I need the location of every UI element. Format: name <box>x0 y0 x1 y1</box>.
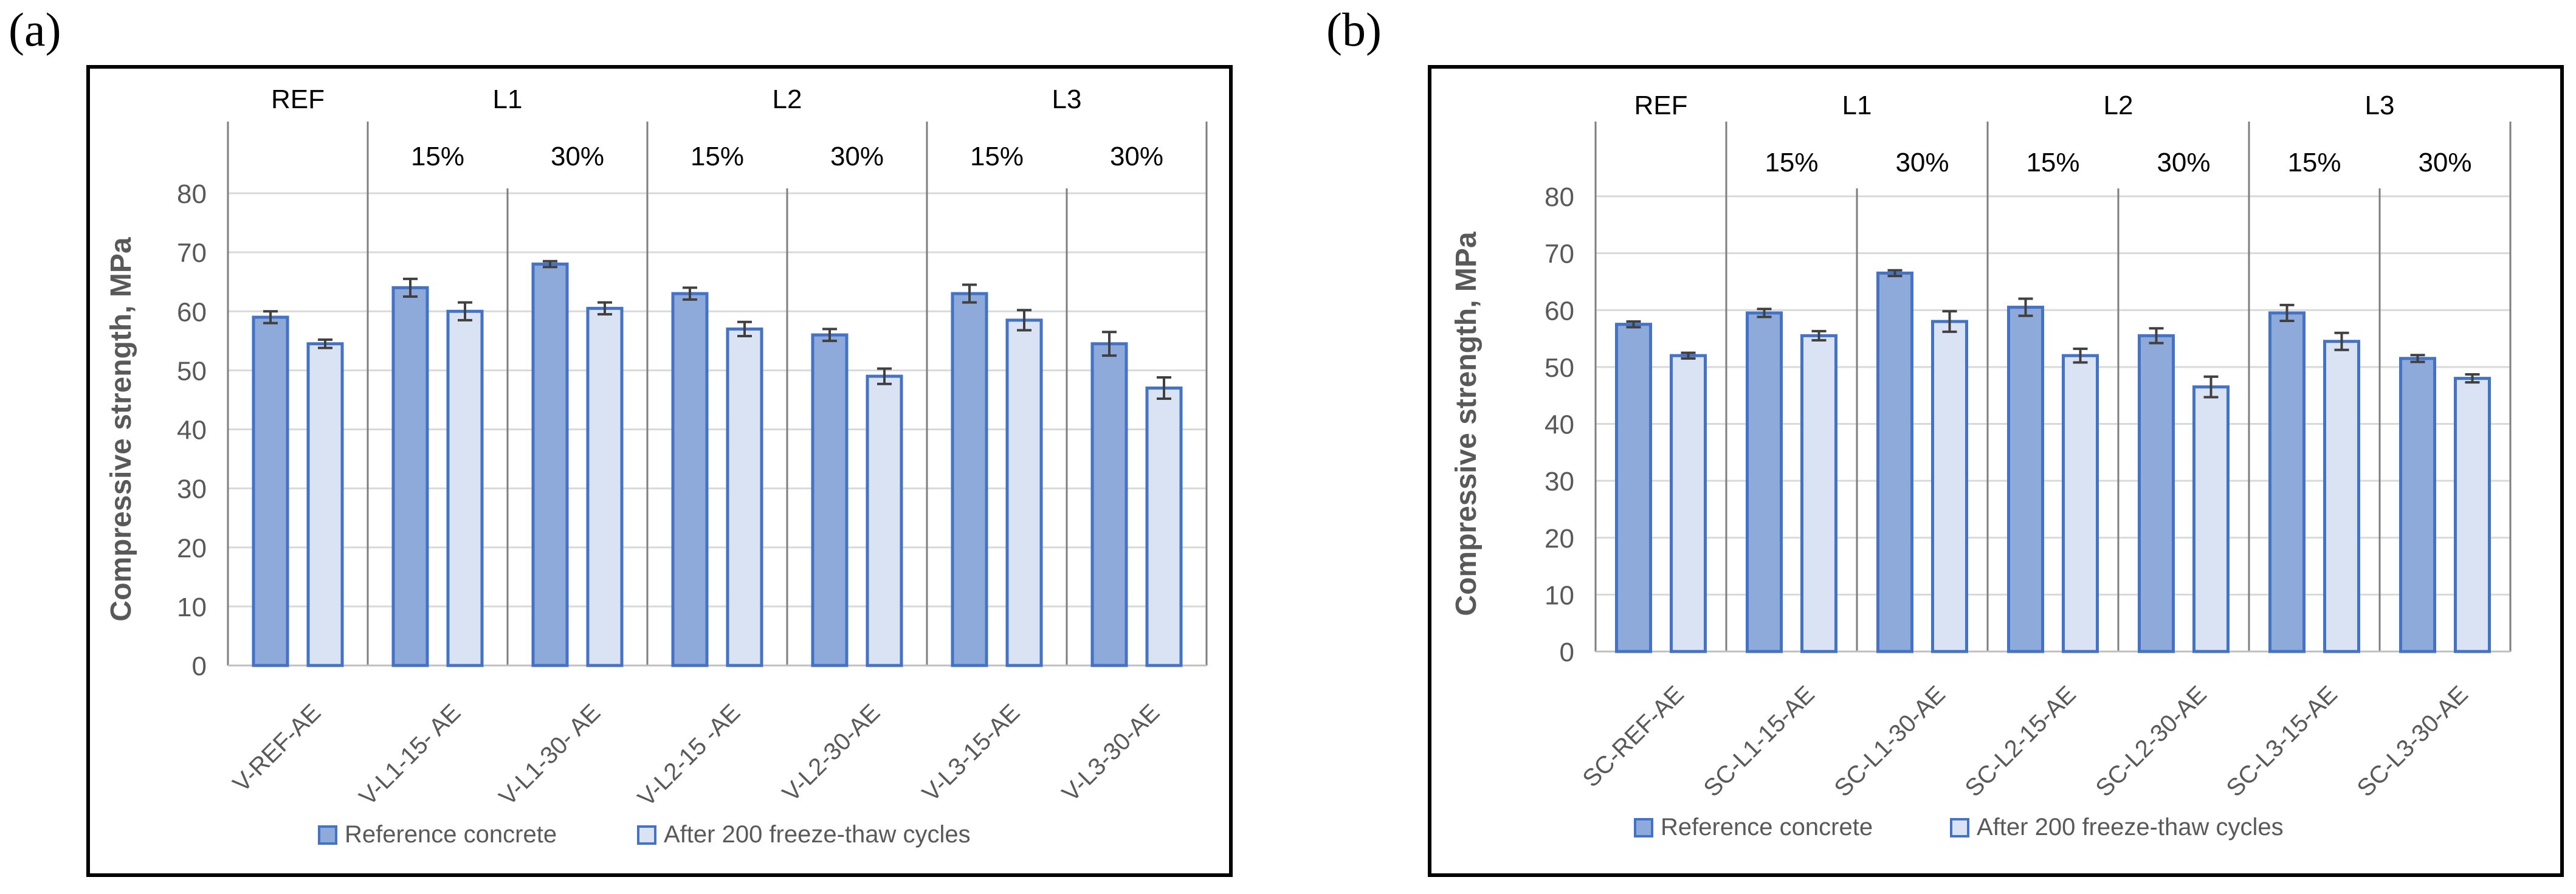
p1-bar-freeze-thaw <box>2323 340 2360 653</box>
p0-bar-freeze-thaw <box>586 306 624 667</box>
p1-bar-reference <box>2007 306 2044 653</box>
p0-bar-reference <box>951 292 988 667</box>
p0-bar-reference <box>252 315 289 667</box>
p0-y-tick-label: 20 <box>177 534 207 563</box>
p0-bar-freeze-thaw <box>1005 318 1043 667</box>
p0-bar-freeze-thaw <box>1145 387 1183 667</box>
p1-bar-freeze-thaw <box>1800 334 1837 653</box>
p0-bar-reference <box>671 292 709 667</box>
p1-bar-reference <box>2399 357 2436 653</box>
p1-legend-swatch <box>1950 818 1969 837</box>
p1-bar-reference <box>2138 334 2175 653</box>
p1-bar-freeze-thaw <box>1931 320 1968 653</box>
p1-y-tick-label: 50 <box>1545 353 1574 383</box>
p0-y-tick-label: 0 <box>192 652 207 681</box>
p1-y-tick-label: 60 <box>1545 296 1574 326</box>
p1-bar-reference <box>1615 323 1652 653</box>
p1-group-label: L1 <box>1842 91 1872 120</box>
p1-legend-label: Reference concrete <box>1661 814 1873 841</box>
p0-legend-swatch <box>318 825 337 845</box>
p0-legend-label: After 200 freeze-thaw cycles <box>664 821 971 848</box>
p1-group-label: REF <box>1634 91 1688 120</box>
p0-bar-freeze-thaw <box>306 342 344 667</box>
p0-y-tick-label: 80 <box>177 179 207 209</box>
p1-bar-freeze-thaw <box>2454 377 2491 653</box>
p0-bar-freeze-thaw <box>866 374 903 667</box>
p0-y-tick-label: 50 <box>177 356 207 386</box>
panel-label-b: (b) <box>1326 3 1382 56</box>
p0-percent-label: 30% <box>830 142 884 171</box>
p1-percent-label: 30% <box>1895 148 1949 177</box>
p1-percent-label: 15% <box>1765 148 1818 177</box>
p0-percent-label: 15% <box>690 142 744 171</box>
p0-group-label: L2 <box>773 84 802 114</box>
p0-y-tick-label: 30 <box>177 475 207 504</box>
p0-y-axis-title: Compressive strength, MPa <box>105 237 137 621</box>
p0-group-label: REF <box>271 84 325 114</box>
p0-percent-label: 30% <box>551 142 604 171</box>
panel-label-a: (a) <box>9 3 61 56</box>
p0-group-label: L3 <box>1052 84 1082 114</box>
p0-bar-reference <box>531 263 569 667</box>
p0-bar-freeze-thaw <box>726 327 763 667</box>
p1-percent-label: 30% <box>2418 148 2471 177</box>
p0-bar-freeze-thaw <box>446 309 484 667</box>
p1-percent-label: 30% <box>2157 148 2210 177</box>
p0-group-label: L1 <box>493 84 523 114</box>
p1-y-tick-label: 80 <box>1545 182 1574 212</box>
p1-bar-freeze-thaw <box>2192 385 2230 653</box>
p1-percent-label: 15% <box>2026 148 2079 177</box>
p0-bar-reference <box>811 333 849 667</box>
p1-legend-swatch <box>1634 818 1653 837</box>
p0-legend-label: Reference concrete <box>345 821 557 848</box>
p1-bar-freeze-thaw <box>1670 354 1707 653</box>
p0-y-tick-label: 10 <box>177 593 207 622</box>
p0-y-tick-label: 60 <box>177 297 207 327</box>
p1-bar-freeze-thaw <box>2062 354 2099 653</box>
p1-y-tick-label: 70 <box>1545 239 1574 269</box>
p1-group-label: L3 <box>2365 91 2395 120</box>
p0-y-tick-label: 40 <box>177 416 207 445</box>
p1-bar-reference <box>1746 311 1783 653</box>
p1-group-label: L2 <box>2104 91 2133 120</box>
p0-percent-label: 30% <box>1110 142 1163 171</box>
p1-y-tick-label: 10 <box>1545 580 1574 610</box>
p1-bar-reference <box>2268 311 2306 653</box>
p0-y-tick-label: 70 <box>177 238 207 268</box>
p1-bar-reference <box>1876 271 1913 653</box>
p1-y-axis-title: Compressive strength, MPa <box>1450 232 1483 616</box>
p1-y-tick-label: 0 <box>1560 638 1574 667</box>
p1-y-tick-label: 40 <box>1545 410 1574 440</box>
p1-y-tick-label: 30 <box>1545 467 1574 497</box>
p1-y-tick-label: 20 <box>1545 524 1574 554</box>
p0-percent-label: 15% <box>970 142 1024 171</box>
p0-bar-reference <box>391 286 429 667</box>
p1-legend-label: After 200 freeze-thaw cycles <box>1977 814 2284 841</box>
p0-percent-label: 15% <box>411 142 464 171</box>
p0-legend-swatch <box>637 825 656 845</box>
p1-percent-label: 15% <box>2287 148 2341 177</box>
p0-bar-reference <box>1090 342 1128 667</box>
